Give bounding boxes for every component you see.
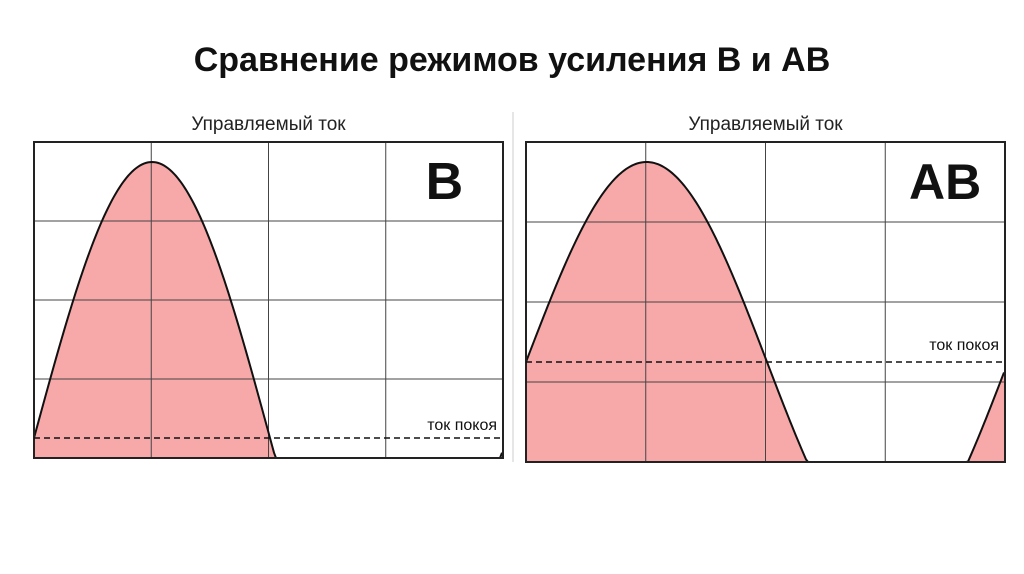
mode-label: B (426, 153, 464, 211)
panel-frame (525, 141, 1006, 463)
panel-frame (33, 141, 504, 459)
quiescent-label: ток покоя (427, 417, 497, 434)
quiescent-label: ток покоя (929, 337, 999, 354)
panel: Управляемый ток AB ток покоя (525, 114, 1006, 463)
mode-label: AB (909, 154, 981, 210)
panel-heading: Управляемый ток (191, 114, 346, 135)
panel-heading: Управляемый ток (688, 114, 843, 135)
slide-title: Сравнение режимов усиления B и AB (194, 41, 831, 79)
